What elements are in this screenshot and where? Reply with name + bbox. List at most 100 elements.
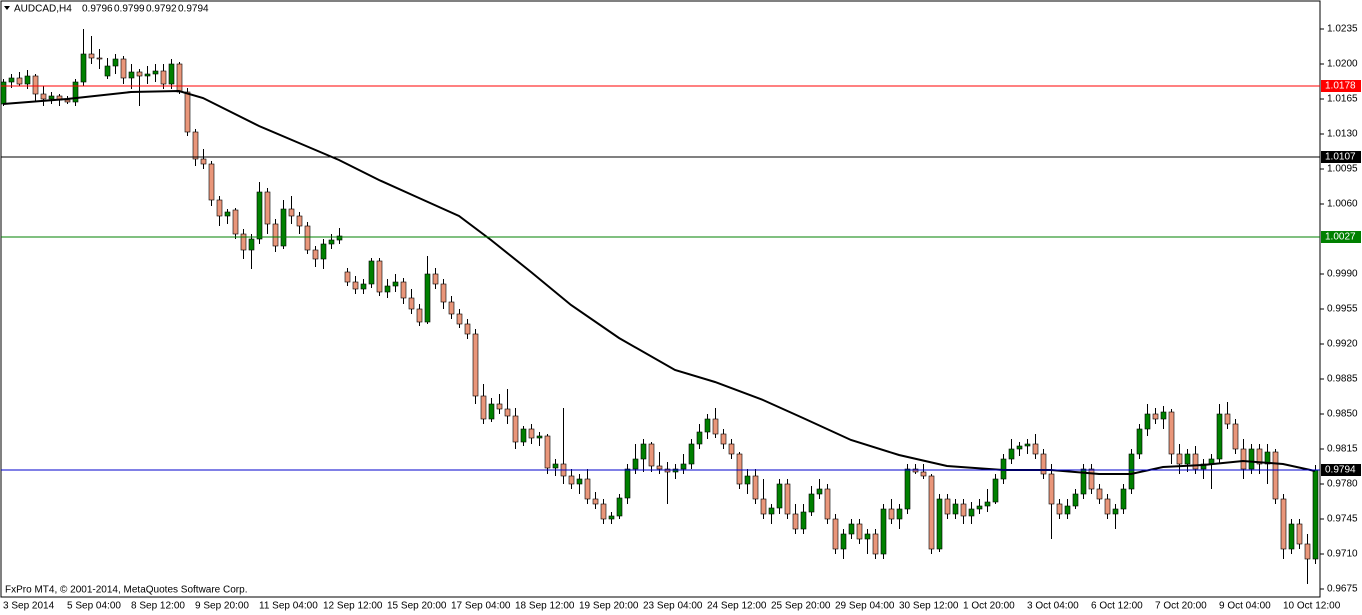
x-tick-label: 3 Sep 2014 xyxy=(3,601,55,612)
x-tick-label: 29 Sep 04:00 xyxy=(835,601,895,612)
candle-body xyxy=(240,233,247,251)
candle-body xyxy=(1184,453,1191,465)
candle-body xyxy=(608,515,615,520)
level-label-box xyxy=(1321,151,1361,163)
candle-body xyxy=(888,508,895,520)
candle-body xyxy=(248,238,255,251)
candle-body xyxy=(8,77,15,83)
y-tick-label: 0.9710 xyxy=(1327,549,1358,560)
y-tick-label: 1.0130 xyxy=(1327,129,1358,140)
y-tick-label: 1.0060 xyxy=(1327,199,1358,210)
candle-body xyxy=(600,503,607,520)
candle-body xyxy=(176,63,183,93)
candle-body xyxy=(904,468,911,510)
candle-body xyxy=(712,418,719,435)
candle-body xyxy=(920,471,927,477)
x-tick-label: 9 Sep 20:00 xyxy=(195,601,249,612)
candle-body xyxy=(1296,523,1303,545)
candle-body xyxy=(200,158,207,165)
candle-body xyxy=(328,239,335,245)
candle-body xyxy=(40,93,47,100)
candle-body xyxy=(504,408,511,417)
candle-body xyxy=(344,271,351,283)
candle-body xyxy=(832,518,839,550)
level-label-box xyxy=(1321,464,1361,476)
candle-body xyxy=(624,468,631,499)
candle-body xyxy=(984,501,991,507)
candle-body xyxy=(224,211,231,217)
candle-body xyxy=(64,99,71,103)
candle-body xyxy=(816,488,823,495)
candle-body xyxy=(704,418,711,433)
x-tick-label: 17 Sep 04:00 xyxy=(451,601,511,612)
candle-body xyxy=(768,507,775,515)
candle-body xyxy=(896,508,903,520)
candle-body xyxy=(256,191,263,240)
x-tick-label: 10 Oct 12:00 xyxy=(1283,601,1341,612)
level-label: 1.0027 xyxy=(1325,232,1356,243)
y-tick-label: 0.9780 xyxy=(1327,479,1358,490)
candle-body xyxy=(1128,453,1135,490)
candle-body xyxy=(512,415,519,443)
candle-body xyxy=(496,403,503,410)
candle-body xyxy=(720,433,727,445)
candle-body xyxy=(456,313,463,325)
candle-body xyxy=(1088,468,1095,490)
candle-body xyxy=(1008,448,1015,460)
candle-body xyxy=(208,163,215,201)
candle-body xyxy=(280,208,287,247)
candle-body xyxy=(400,281,407,299)
candle-body xyxy=(824,488,831,520)
x-tick-label: 18 Sep 12:00 xyxy=(515,601,575,612)
candle-body xyxy=(1032,443,1039,455)
candle-body xyxy=(472,333,479,397)
candle-body xyxy=(408,297,415,310)
candle-body xyxy=(1304,543,1311,560)
x-tick-label: 5 Sep 04:00 xyxy=(67,601,121,612)
candle-body xyxy=(288,208,295,217)
candle-body xyxy=(872,533,879,555)
candle-body xyxy=(696,431,703,445)
candle-body xyxy=(960,503,967,517)
candle-body xyxy=(272,223,279,247)
candle-body xyxy=(1248,448,1255,470)
candle-body xyxy=(1056,503,1063,515)
y-tick-label: 0.9885 xyxy=(1327,374,1358,385)
x-tick-label: 11 Sep 04:00 xyxy=(259,601,318,612)
y-tick-label: 0.9745 xyxy=(1327,514,1358,525)
candle-body xyxy=(1024,443,1031,447)
candle-body xyxy=(1176,453,1183,465)
level-label: 1.0107 xyxy=(1325,152,1356,163)
candle-body xyxy=(744,475,751,485)
candle-body xyxy=(1104,498,1111,515)
y-tick-label: 1.0235 xyxy=(1327,24,1358,35)
x-tick-label: 1 Oct 20:00 xyxy=(963,601,1015,612)
candle-body xyxy=(616,497,623,517)
candle-body xyxy=(536,435,543,439)
candle-body xyxy=(808,493,815,513)
y-tick-label: 0.9850 xyxy=(1327,409,1358,420)
x-tick-label: 7 Oct 20:00 xyxy=(1155,601,1207,612)
candle-body xyxy=(392,281,399,287)
candle-body xyxy=(656,465,663,470)
candle-body xyxy=(1016,445,1023,450)
candle-body xyxy=(72,81,79,103)
x-tick-label: 8 Sep 12:00 xyxy=(131,601,185,612)
candle-body xyxy=(184,91,191,133)
candle-body xyxy=(304,225,311,251)
candle-body xyxy=(0,81,7,105)
candle-body xyxy=(112,58,119,67)
candle-body xyxy=(576,478,583,485)
candle-body xyxy=(80,53,87,83)
candle-body xyxy=(848,523,855,535)
y-tick-label: 1.0200 xyxy=(1327,59,1358,70)
level-label: 0.9794 xyxy=(1325,465,1356,476)
candle-body xyxy=(584,478,591,500)
candle-body xyxy=(424,273,431,323)
candle-body xyxy=(104,65,111,77)
candle-body xyxy=(1072,493,1079,507)
candle-body xyxy=(1136,428,1143,455)
candle-body xyxy=(1144,413,1151,430)
candle-body xyxy=(528,428,535,439)
candle-body xyxy=(464,323,471,335)
